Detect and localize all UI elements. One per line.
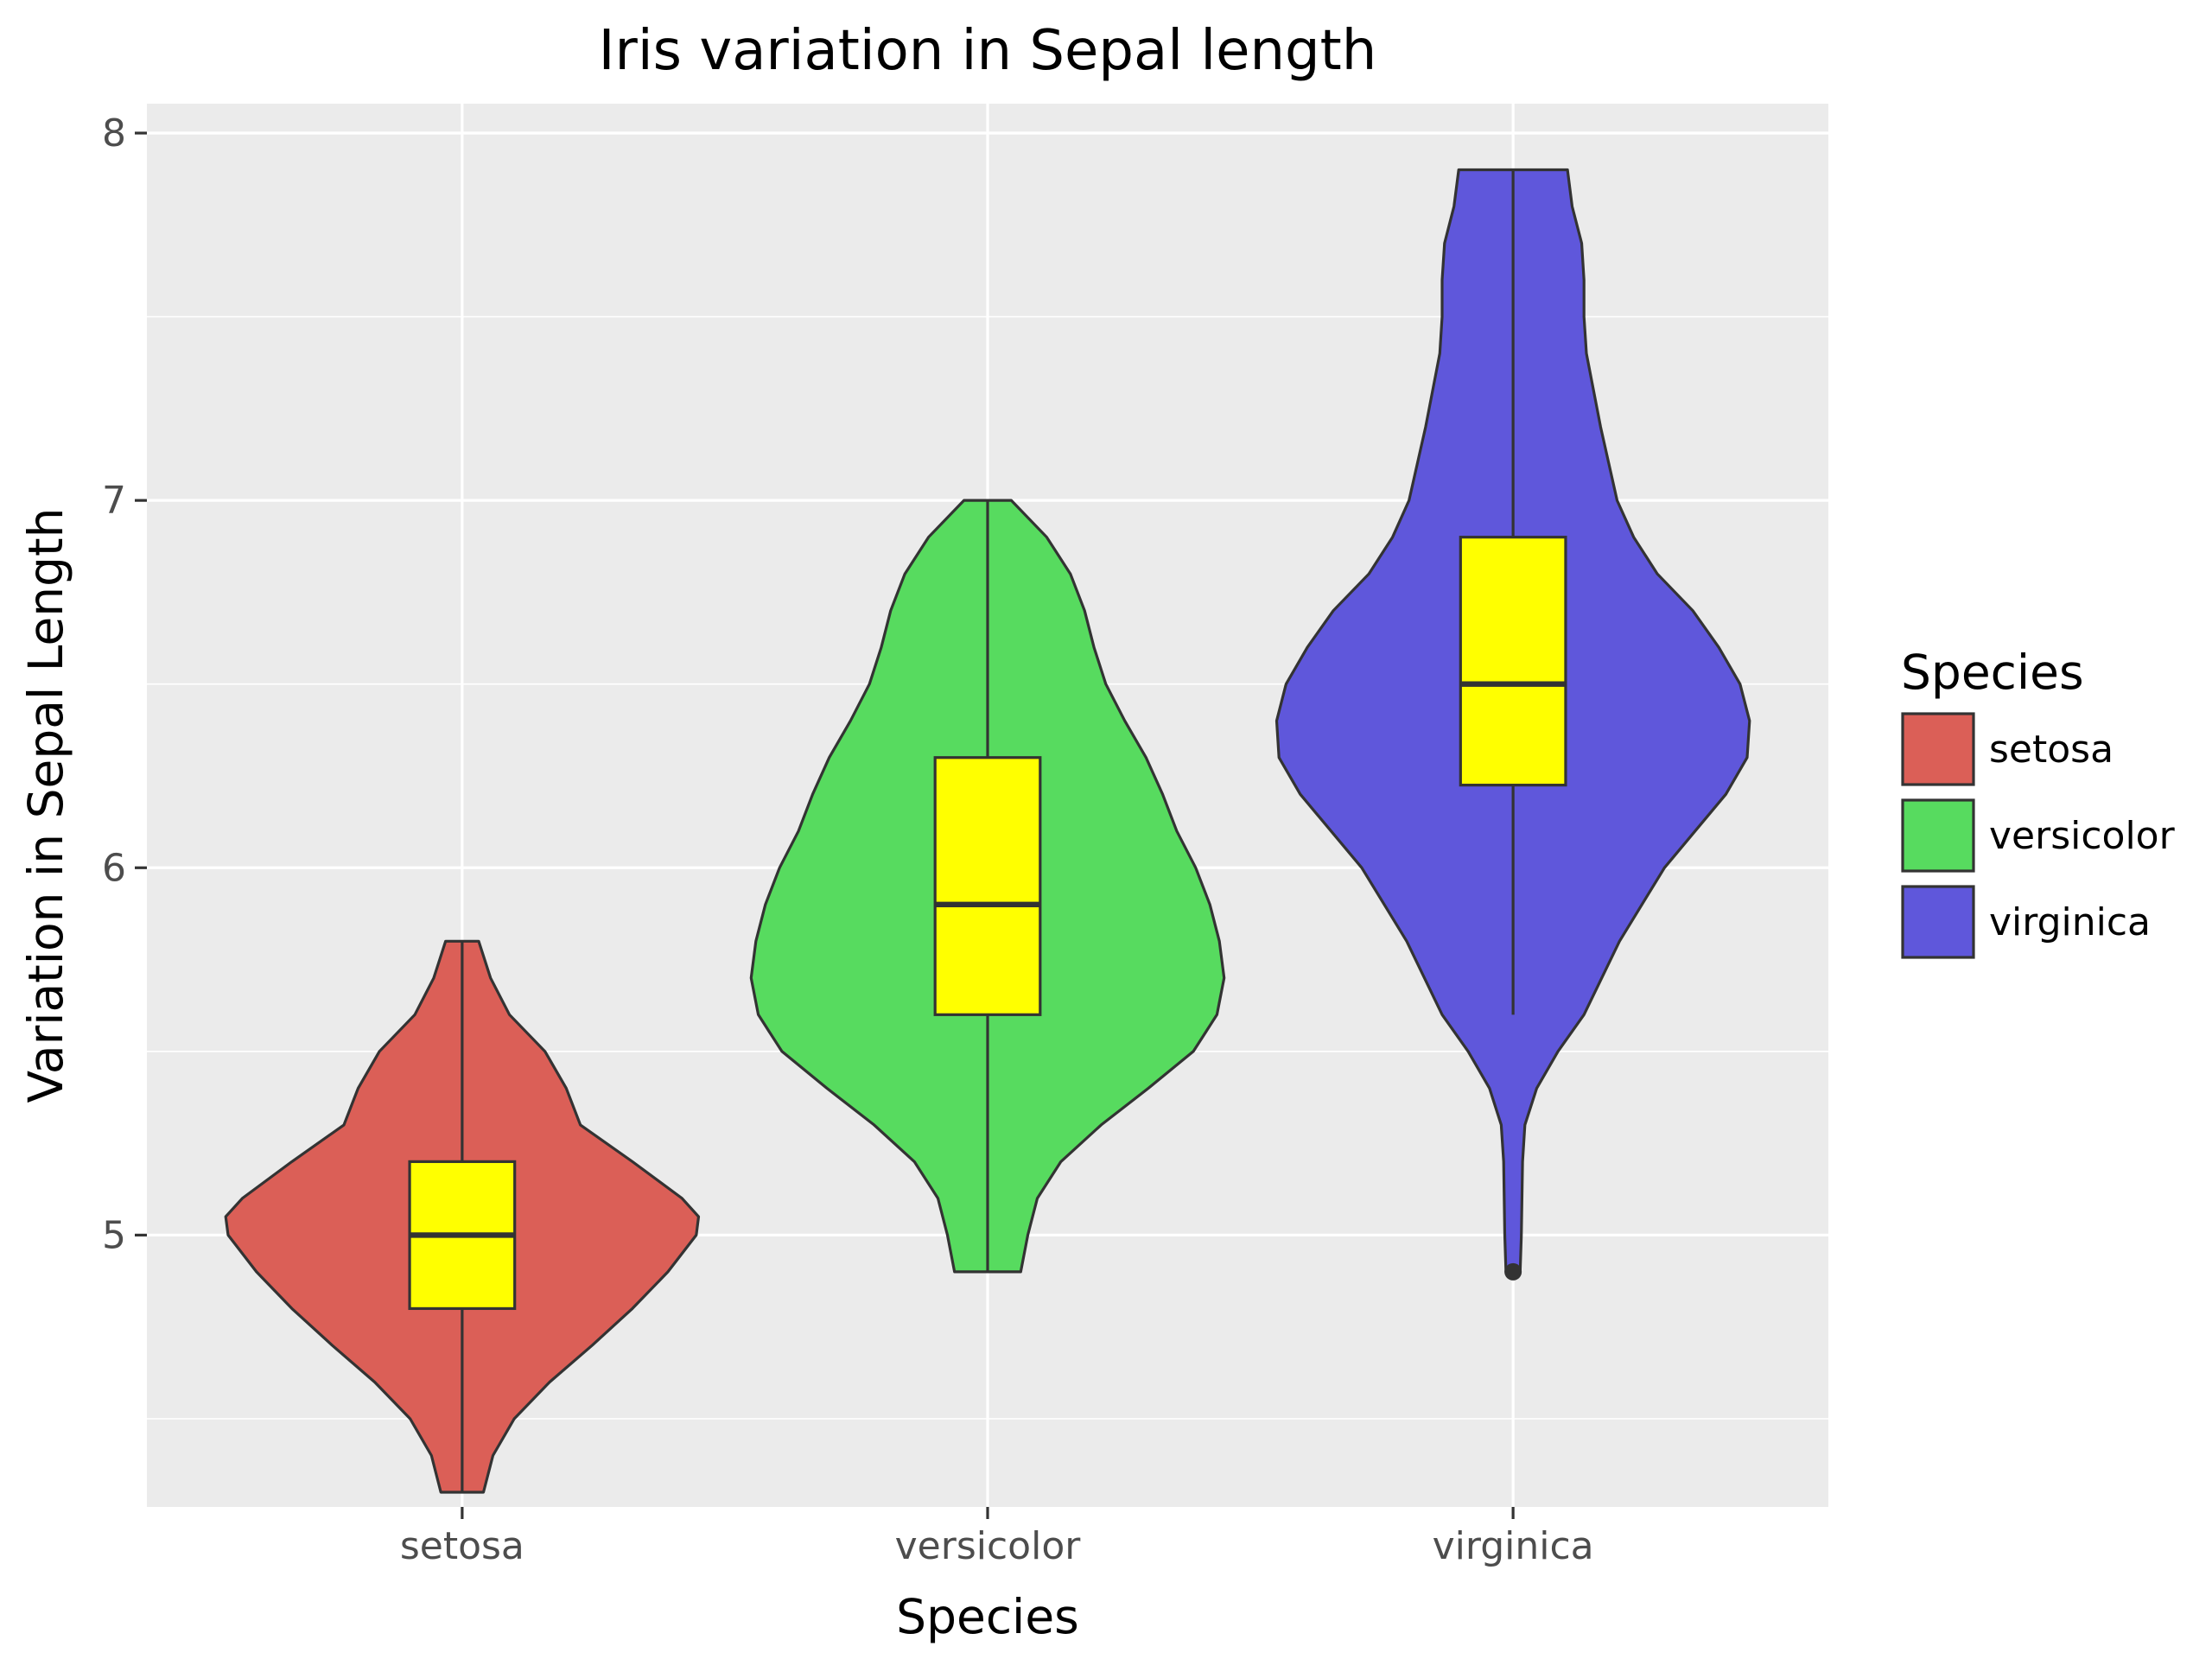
legend-key bbox=[1901, 712, 1975, 786]
legend-item-virginica: virginica bbox=[1901, 885, 2151, 959]
violin-virginica bbox=[1274, 168, 1751, 1281]
legend-label: versicolor bbox=[1989, 814, 2176, 858]
legend-title: Species bbox=[1901, 645, 2084, 700]
y-axis-title: Variation in Sepal Length bbox=[18, 508, 73, 1103]
legend-label: virginica bbox=[1989, 900, 2151, 944]
legend-item-setosa: setosa bbox=[1901, 712, 2113, 786]
y-tick-label: 6 bbox=[102, 846, 126, 890]
box-iqr bbox=[1459, 536, 1567, 787]
legend-item-versicolor: versicolor bbox=[1901, 798, 2176, 873]
y-tick-label: 5 bbox=[102, 1213, 126, 1257]
x-tick-label: virginica bbox=[1433, 1524, 1594, 1568]
axes-layer: 5 6 7 8 setosa versicolor virginica bbox=[102, 111, 1594, 1568]
violin-setosa bbox=[224, 939, 701, 1494]
legend-key bbox=[1901, 798, 1975, 873]
y-tick-label: 7 bbox=[102, 479, 126, 523]
legend-label: setosa bbox=[1989, 728, 2113, 772]
box-iqr bbox=[933, 756, 1042, 1016]
y-tick-label: 8 bbox=[102, 111, 126, 156]
chart-title: Iris variation in Sepal length bbox=[599, 19, 1377, 83]
violin-layer bbox=[224, 168, 1751, 1494]
x-tick-label: setosa bbox=[400, 1524, 524, 1568]
legend-key bbox=[1901, 885, 1975, 959]
outlier-point bbox=[1504, 1262, 1522, 1281]
legend: Species setosa versicolor virginica bbox=[1901, 645, 2176, 959]
legend-items: setosa versicolor virginica bbox=[1901, 712, 2176, 959]
violin-versicolor bbox=[749, 499, 1226, 1274]
x-tick-label: versicolor bbox=[895, 1524, 1082, 1568]
x-axis-title: Species bbox=[896, 1589, 1079, 1644]
